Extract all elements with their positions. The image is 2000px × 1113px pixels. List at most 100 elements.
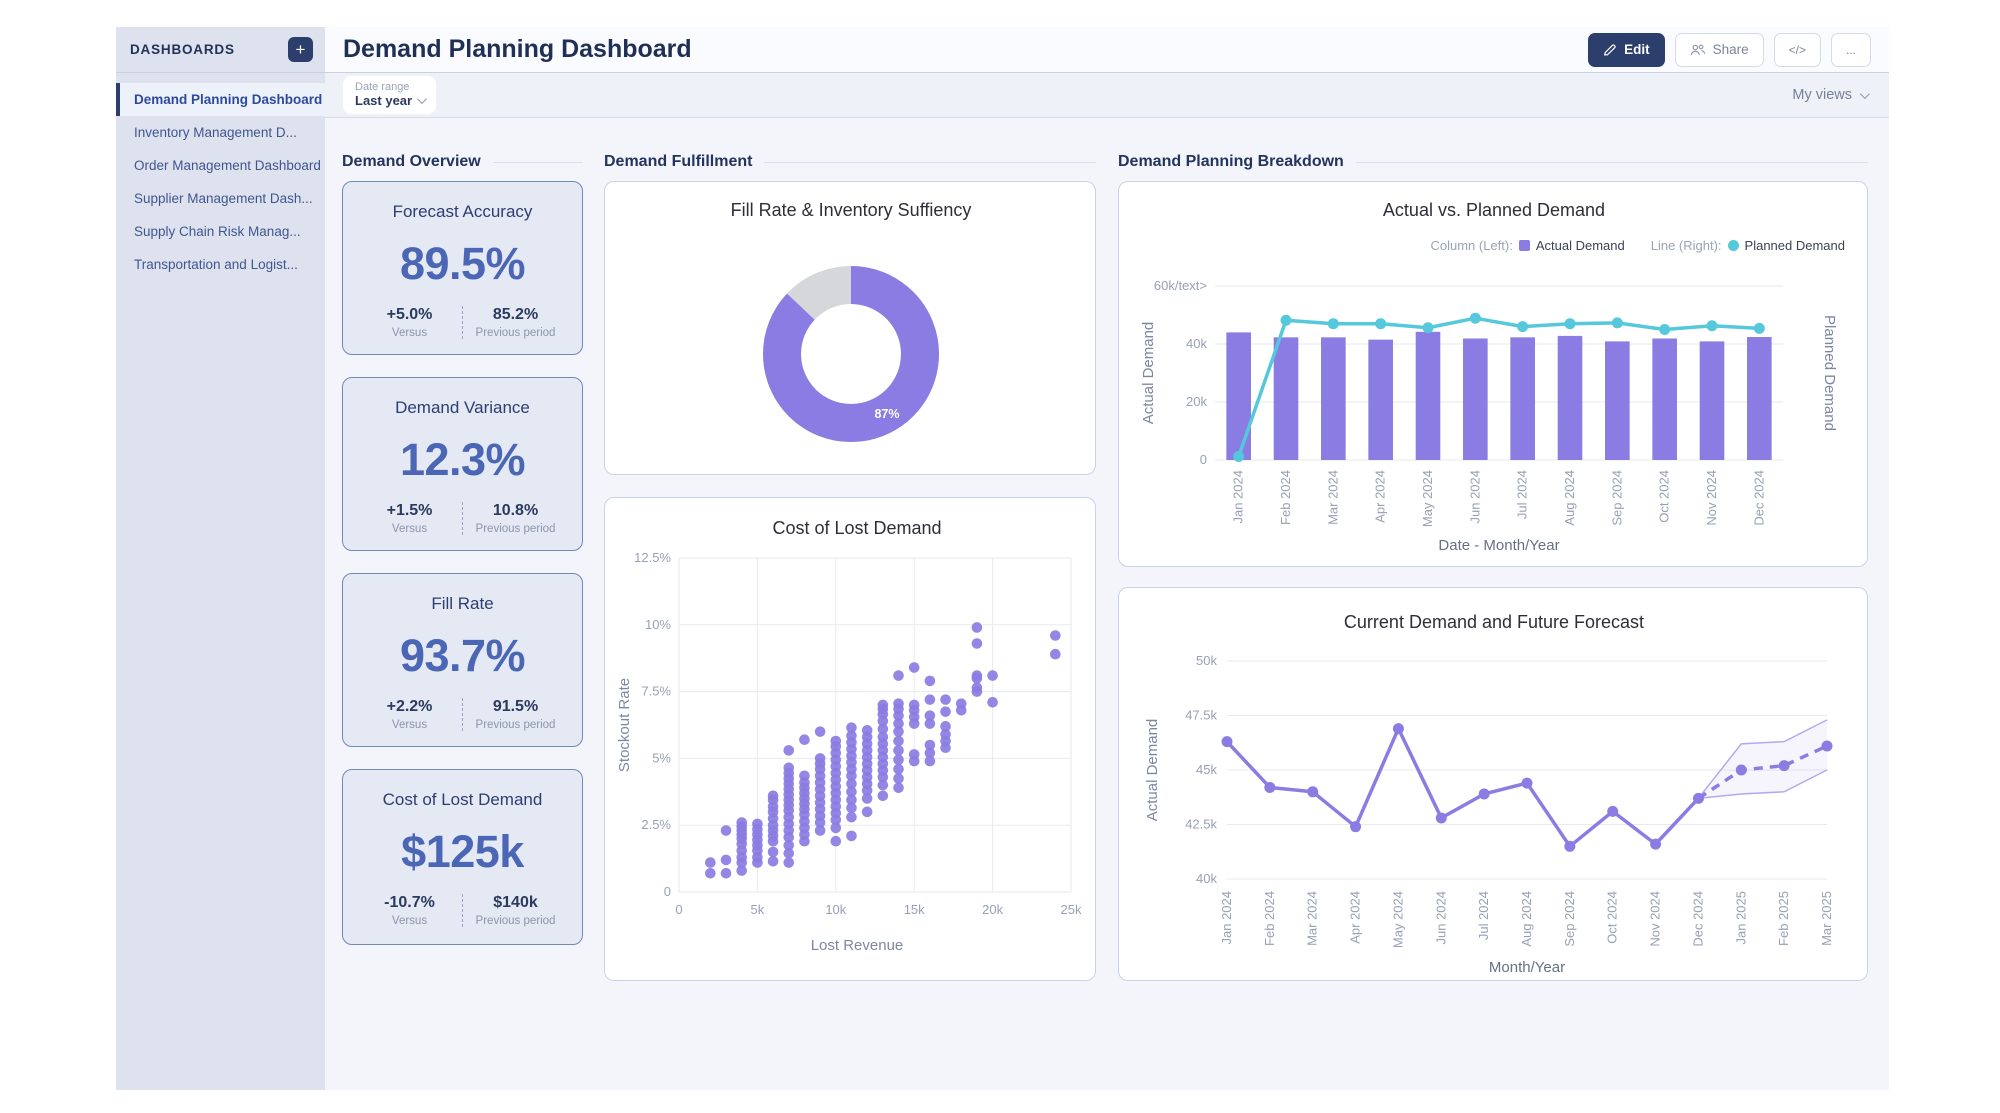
svg-text:Nov 2024: Nov 2024: [1704, 470, 1719, 526]
section-rule: [492, 161, 583, 163]
embed-code-button[interactable]: </>: [1773, 32, 1821, 67]
svg-text:Jan 2025: Jan 2025: [1733, 891, 1748, 945]
legend-line-name: Planned Demand: [1744, 238, 1845, 253]
kpi-delta-label: Versus: [391, 327, 428, 339]
svg-text:Mar 2024: Mar 2024: [1305, 891, 1320, 946]
planned-demand-swatch: [1727, 240, 1739, 251]
planned-demand-line: [1237, 316, 1760, 458]
forecast-grid: [1227, 660, 1827, 880]
kpi-delta-label: Versus: [391, 719, 428, 731]
svg-text:87%: 87%: [874, 407, 899, 421]
sidebar-item-demand-planning[interactable]: Demand Planning Dashboard: [116, 83, 325, 116]
svg-text:0: 0: [664, 884, 671, 899]
svg-text:40k: 40k: [1186, 336, 1207, 351]
forecast-chart-card: Current Demand and Future Forecast 40k 42.…: [1118, 587, 1868, 981]
section-rule: [1355, 161, 1868, 163]
kpi-title: Demand Variance: [395, 398, 530, 417]
svg-text:Planned Demand: Planned Demand: [1821, 315, 1838, 431]
cost-of-lost-demand-scatter-chart: Cost of Lost Demand 0 2.5% 5% 7.5% 10% 12.5% 0 5…: [616, 518, 1082, 954]
sidebar-header: DASHBOARDS +: [116, 27, 325, 73]
kpi-delta-label: Versus: [391, 915, 428, 927]
date-range-filter[interactable]: Date range Last year: [343, 76, 437, 114]
svg-text:25k: 25k: [1061, 902, 1082, 917]
demand-forecast-line-chart: Current Demand and Future Forecast 40k 42.…: [1144, 612, 1834, 976]
date-range-value: Last year: [355, 93, 413, 108]
sidebar-item-supply-chain-risk[interactable]: Supply Chain Risk Manag...: [134, 224, 301, 239]
section-rule: [764, 161, 1096, 163]
sidebar-item-supplier-management[interactable]: Supplier Management Dash...: [134, 191, 313, 206]
edit-button-label: Edit: [1624, 42, 1650, 57]
share-button[interactable]: Share: [1674, 32, 1764, 67]
dashboard-list: Demand Planning Dashboard Inventory Mana…: [116, 83, 325, 281]
main-area: Demand Planning Dashboard Edit Share </>…: [325, 27, 1889, 1090]
page-title: Demand Planning Dashboard: [343, 35, 692, 63]
kpi-value: 12.3%: [399, 434, 526, 485]
svg-text:Aug 2024: Aug 2024: [1519, 891, 1534, 947]
svg-text:Feb 2024: Feb 2024: [1262, 891, 1277, 946]
section-demand-fulfillment: Demand Fulfillment: [604, 153, 1096, 171]
kpi-title: Forecast Accuracy: [392, 202, 533, 221]
kpi-value: 93.7%: [399, 630, 526, 681]
svg-text:Month/Year: Month/Year: [1489, 959, 1565, 976]
svg-text:Fill Rate & Inventory Suffienc: Fill Rate & Inventory Suffiency: [731, 200, 972, 220]
kpi-card-demand-variance: Demand Variance 12.3% +1.5% Versus 10.8% P…: [342, 377, 583, 551]
section-demand-planning-breakdown: Demand Planning Breakdown: [1118, 153, 1868, 171]
kpi-previous-label: Previous period: [475, 327, 556, 339]
topbar: Demand Planning Dashboard Edit Share </>…: [325, 27, 1889, 73]
combo-chart-legend: Column (Left): Actual Demand Line (Right…: [1430, 238, 1845, 253]
svg-text:Actual Demand: Actual Demand: [1140, 322, 1157, 425]
svg-text:2.5%: 2.5%: [641, 817, 671, 832]
svg-text:10%: 10%: [645, 617, 671, 632]
kpi-title: Fill Rate: [431, 594, 494, 613]
svg-text:Jul 2024: Jul 2024: [1476, 891, 1491, 940]
svg-text:15k: 15k: [904, 902, 925, 917]
my-views-dropdown[interactable]: My views: [1792, 87, 1870, 103]
svg-text:Actual Demand: Actual Demand: [1144, 719, 1161, 822]
kpi-card-cost-of-lost-demand: Cost of Lost Demand $125k -10.7% Versus $…: [342, 769, 583, 945]
svg-text:5k: 5k: [751, 902, 765, 917]
svg-text:Aug 2024: Aug 2024: [1562, 470, 1577, 526]
svg-text:Nov 2024: Nov 2024: [1648, 891, 1663, 947]
kpi-previous-value: 91.5%: [492, 698, 539, 715]
svg-text:Jun 2024: Jun 2024: [1467, 470, 1482, 524]
legend-line-label: Line (Right):: [1650, 238, 1722, 253]
svg-text:Cost of Lost Demand: Cost of Lost Demand: [772, 518, 941, 538]
legend-column-label: Column (Left):: [1430, 238, 1513, 253]
kpi-title: Cost of Lost Demand: [382, 790, 543, 809]
ellipsis-icon: ...: [1845, 42, 1856, 57]
svg-text:12.5%: 12.5%: [634, 550, 671, 565]
svg-text:Date - Month/Year: Date - Month/Year: [1438, 537, 1559, 554]
combo-grid: [1215, 285, 1783, 461]
svg-text:Oct 2024: Oct 2024: [1605, 891, 1620, 944]
sidebar-item-inventory-management[interactable]: Inventory Management D...: [134, 125, 297, 140]
svg-text:Sep 2024: Sep 2024: [1609, 470, 1624, 526]
scatter-chart-card: Cost of Lost Demand 0 2.5% 5% 7.5% 10% 12.5% 0 5…: [604, 497, 1096, 981]
sidebar-item-order-management[interactable]: Order Management Dashboard: [134, 158, 321, 173]
kpi-previous-value: $140k: [493, 894, 538, 911]
svg-text:10k: 10k: [825, 902, 846, 917]
kpi-previous-value: 10.8%: [492, 502, 539, 519]
add-dashboard-button[interactable]: +: [288, 37, 313, 62]
svg-text:May 2024: May 2024: [1420, 470, 1435, 527]
more-options-button[interactable]: ...: [1830, 32, 1871, 67]
svg-text:Mar 2025: Mar 2025: [1819, 891, 1834, 946]
svg-text:Actual vs. Planned Demand: Actual vs. Planned Demand: [1383, 200, 1605, 220]
svg-text:0: 0: [675, 902, 682, 917]
svg-text:20k: 20k: [1186, 394, 1207, 409]
svg-text:Apr 2024: Apr 2024: [1373, 470, 1388, 523]
app-window: DASHBOARDS + Demand Planning Dashboard I…: [116, 27, 1889, 1090]
svg-text:Jun 2024: Jun 2024: [1433, 891, 1448, 945]
svg-text:Sep 2024: Sep 2024: [1562, 891, 1577, 947]
svg-text:May 2024: May 2024: [1390, 891, 1405, 948]
kpi-card-forecast-accuracy: Forecast Accuracy 89.5% +5.0% Versus 85.2…: [342, 181, 583, 355]
my-views-label: My views: [1792, 87, 1852, 103]
actual-demand-swatch: [1518, 240, 1530, 251]
edit-button[interactable]: Edit: [1588, 32, 1665, 67]
kpi-delta-label: Versus: [391, 523, 428, 535]
section-title: Demand Planning Breakdown: [1118, 153, 1344, 170]
svg-text:Feb 2024: Feb 2024: [1278, 470, 1293, 525]
sidebar-item-transportation-logistics[interactable]: Transportation and Logist...: [134, 257, 298, 272]
svg-text:Dec 2024: Dec 2024: [1751, 470, 1766, 526]
section-title: Demand Fulfillment: [604, 153, 753, 170]
chevron-down-icon: [1859, 88, 1870, 99]
